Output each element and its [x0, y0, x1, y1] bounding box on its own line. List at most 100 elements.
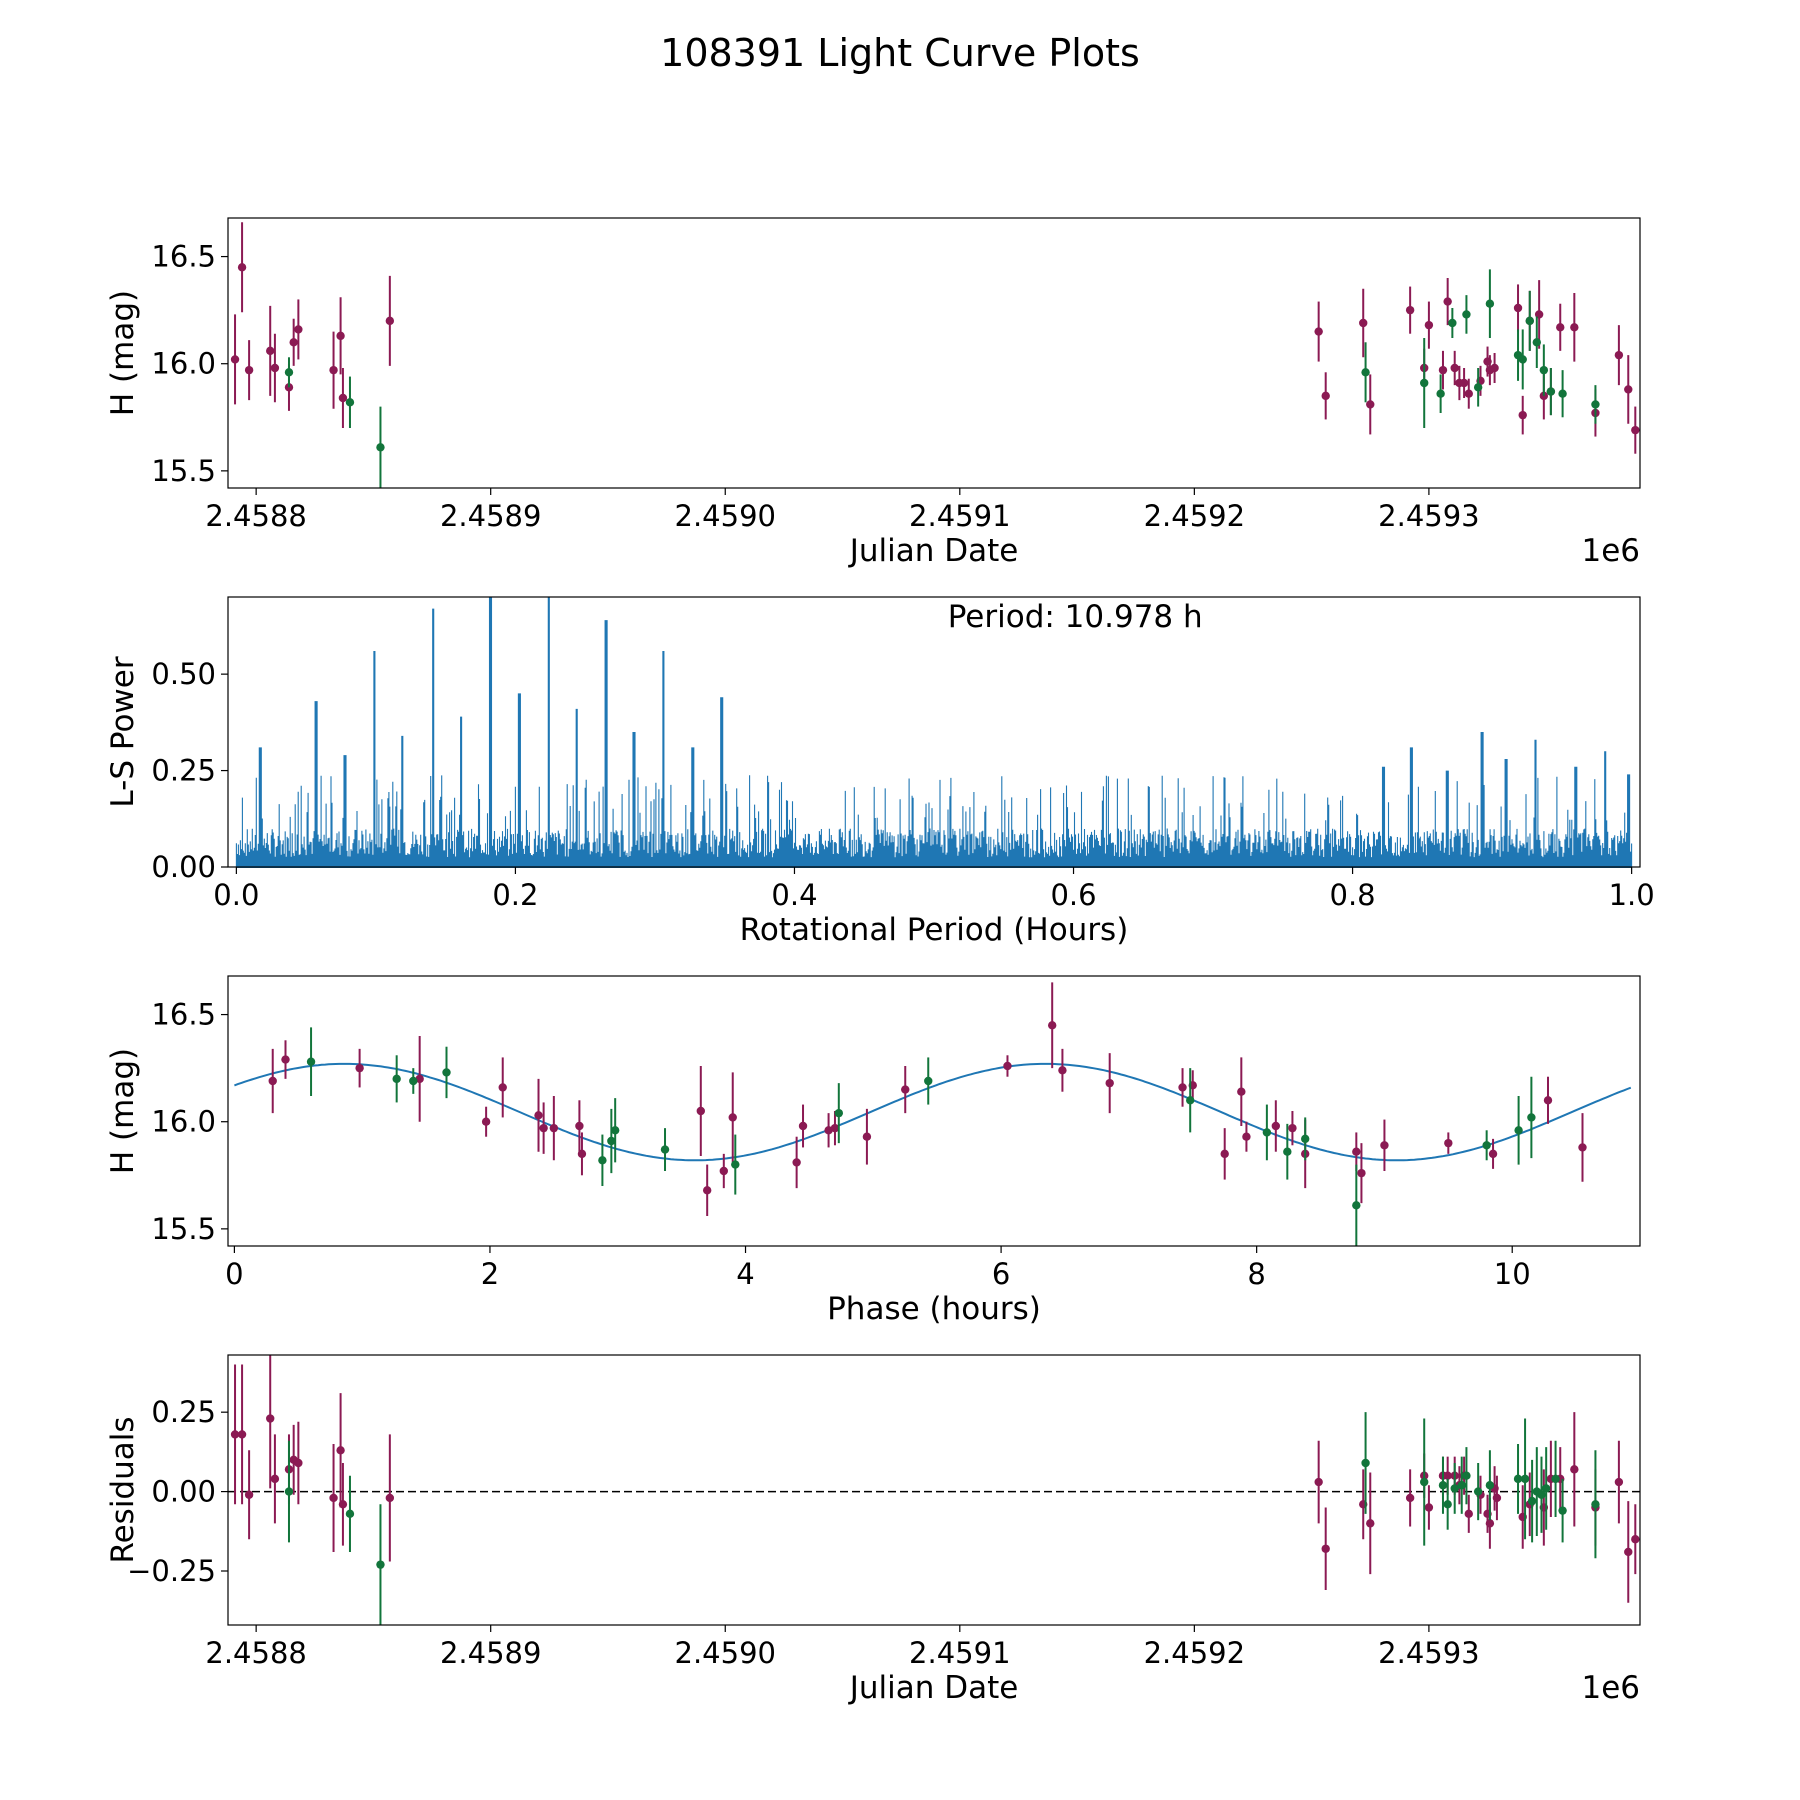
red-point [1464, 1509, 1473, 1519]
red-point [266, 346, 275, 356]
red-point [1058, 1066, 1067, 1075]
green-point [1537, 1490, 1546, 1499]
green-point [1532, 338, 1541, 347]
red-point [1648, 375, 1656, 383]
x-tick-label: 2.4592 [1144, 499, 1245, 533]
red-point [1631, 425, 1640, 435]
green-point [1283, 1147, 1292, 1156]
green-point [1473, 383, 1483, 392]
periodogram-panel: Period: 10.978 h 0.0 0.2 0.4 0.6 0.8 1.0 0.00 0.… [105, 596, 1655, 948]
red-point [1178, 1083, 1187, 1092]
x-tick-label: 0.4 [771, 878, 817, 912]
red-point [1485, 1519, 1495, 1528]
red-point [1271, 1121, 1281, 1131]
green-point [1443, 1500, 1452, 1509]
red-point [385, 1493, 395, 1503]
red-point [1105, 1078, 1114, 1088]
red-point [329, 365, 338, 375]
green-point [442, 1068, 451, 1077]
green-point [1361, 1458, 1370, 1468]
green-point [1558, 389, 1567, 398]
y-tick-label: 16.0 [151, 1105, 216, 1139]
x-tick-label: 2.4588 [205, 1636, 306, 1670]
red-point [1352, 1147, 1361, 1156]
green-point [1436, 389, 1445, 398]
x-tick-label: 2.4588 [205, 499, 306, 533]
red-point [1490, 363, 1499, 373]
red-point [1556, 323, 1565, 332]
green-point [660, 1145, 670, 1154]
y-tick-label: 15.5 [151, 1212, 216, 1246]
x-tick-label: 0.0 [213, 878, 259, 912]
green-point [1591, 1500, 1600, 1509]
red-point [1314, 327, 1323, 336]
red-point [329, 1493, 338, 1503]
red-point [1570, 323, 1579, 332]
green-point [1541, 1484, 1551, 1493]
green-point [1558, 1506, 1567, 1515]
green-point [1520, 1474, 1530, 1484]
lightcurve-panel: 2.4588 2.4589 2.4590 2.4591 2.4592 2.4593 15.5… [105, 217, 1656, 569]
x-tick-label: 0.6 [1050, 878, 1096, 912]
red-point [1614, 350, 1624, 360]
green-point [1450, 1484, 1459, 1493]
x-tick-label: 2.4589 [440, 1636, 541, 1670]
green-point [1546, 387, 1556, 396]
red-point [244, 1490, 254, 1499]
red-point [1424, 1503, 1434, 1512]
green-point [1420, 1477, 1429, 1487]
y-tick-label: 16.0 [151, 347, 216, 381]
green-point [1462, 310, 1471, 319]
x-axis-label: Rotational Period (Hours) [740, 912, 1129, 948]
red-point [1220, 1149, 1229, 1159]
x-axis-label: Julian Date [848, 533, 1019, 569]
green-point [392, 1074, 401, 1084]
y-axis-label: Residuals [105, 1416, 141, 1563]
red-point [1459, 378, 1469, 388]
x-tick-label: 2.4592 [1144, 1636, 1245, 1670]
red-point [294, 1458, 303, 1468]
period-annotation: Period: 10.978 h [948, 599, 1203, 635]
red-point [355, 1063, 364, 1073]
figure-title: 108391 Light Curve Plots [660, 31, 1140, 75]
red-point [539, 1123, 548, 1133]
red-point [1614, 1477, 1624, 1487]
y-axis-label: H (mag) [105, 290, 141, 416]
green-point [731, 1160, 740, 1169]
green-point [1262, 1128, 1272, 1137]
red-point [281, 1055, 290, 1064]
x-tick-label: 2.4590 [675, 1636, 776, 1670]
red-point [270, 1474, 280, 1484]
green-point [1485, 299, 1495, 308]
x-offset-label: 1e6 [1581, 1670, 1640, 1706]
green-point [1186, 1096, 1195, 1105]
plot-frame [227, 1354, 1641, 1626]
red-point [1443, 297, 1452, 306]
x-tick-label: 2.4590 [675, 499, 776, 533]
red-point [1518, 410, 1527, 420]
x-axis-label: Julian Date [848, 1670, 1019, 1706]
data-points [230, 222, 1656, 488]
red-point [534, 1111, 543, 1120]
x-axis-label: Phase (hours) [827, 1291, 1041, 1327]
y-tick-label: 0.00 [151, 1475, 216, 1509]
red-point [1488, 1149, 1498, 1159]
red-point [824, 1126, 833, 1135]
red-point [415, 1074, 424, 1084]
red-point [702, 1186, 712, 1195]
red-point [237, 263, 247, 272]
y-tick-label: 15.5 [151, 454, 216, 488]
green-point [1551, 1474, 1560, 1484]
red-point [230, 1430, 240, 1439]
red-point [1444, 1138, 1453, 1148]
green-point [345, 398, 355, 407]
green-point [1527, 1113, 1536, 1122]
red-point [1513, 303, 1523, 313]
green-point [376, 443, 385, 452]
red-point [862, 1132, 872, 1141]
red-point [1288, 1123, 1297, 1133]
red-point [1624, 385, 1633, 394]
x-offset-label: 1e6 [1581, 533, 1640, 569]
red-point [1464, 389, 1473, 398]
red-point [289, 338, 298, 347]
